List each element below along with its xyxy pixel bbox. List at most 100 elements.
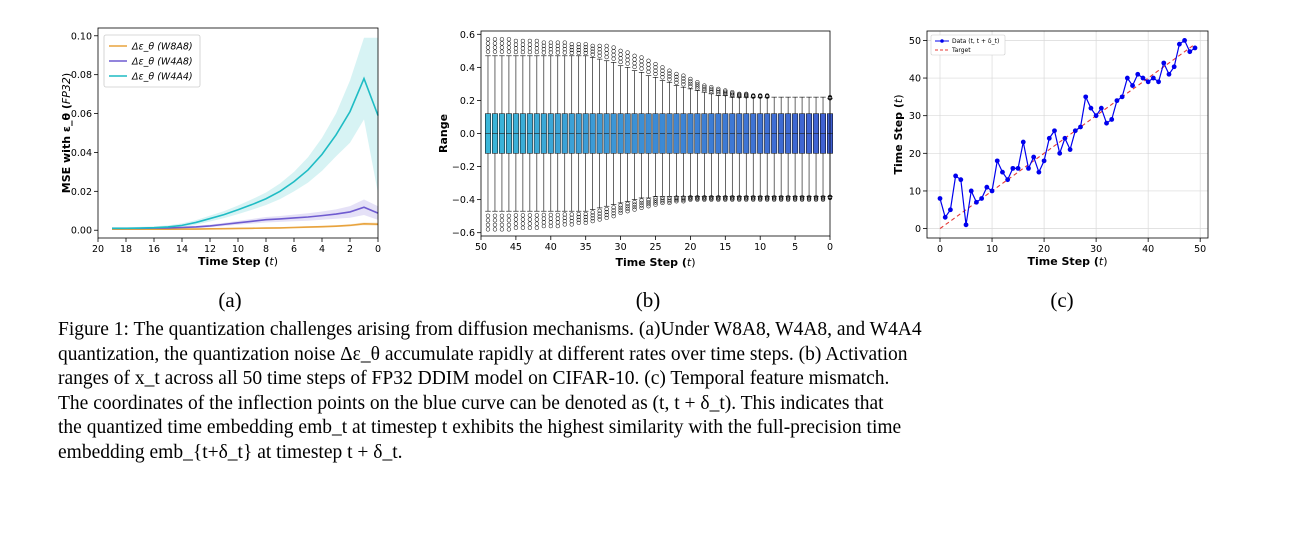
data-point [1109,117,1115,122]
outlier [492,49,498,54]
outlier [492,41,498,46]
outlier [618,48,623,53]
outlier [639,59,644,64]
outlier [625,201,630,206]
outlier [548,40,553,45]
caption-line: embedding emb_{t+δ_t} at timestep t + δ_… [58,441,403,463]
outlier [562,218,567,224]
data-point [979,196,985,201]
data-point [1041,158,1047,164]
y-tick-label: 0.08 [71,70,92,81]
data-point [1067,147,1073,152]
data-point [948,207,953,213]
outlier [625,61,630,66]
outlier [674,199,679,204]
outlier [667,197,672,202]
y-tick-label: 0.02 [71,187,92,198]
outlier [604,43,609,49]
outlier [709,86,714,92]
data-point [963,222,969,228]
outlier [625,204,630,209]
outlier [667,68,672,73]
x-tick-label: 45 [510,242,522,253]
outlier [597,211,602,216]
outlier [639,66,644,71]
outlier [583,50,588,56]
data-point [1156,79,1161,85]
outlier [569,212,574,217]
outlier [646,197,651,203]
caption-line: The coordinates of the inflection points… [58,392,884,414]
outlier [806,197,812,202]
outlier [520,225,526,230]
outlier [674,80,679,85]
outlier [660,71,665,77]
data-point [968,188,974,194]
outlier [744,197,749,202]
x-tick-label: 4 [319,244,325,255]
outlier [667,199,672,204]
outlier [702,83,707,88]
y-tick-label: −0.6 [452,228,475,239]
outlier [569,218,574,224]
x-tick-label: 10 [232,244,244,255]
x-tick-label: 0 [375,244,381,255]
data-point [994,158,1000,164]
outlier [541,43,546,49]
caption-line: ranges of x_t across all 50 time steps o… [58,368,890,389]
outlier [674,197,679,203]
outlier [506,49,512,54]
outlier [506,213,512,218]
outlier [485,218,491,223]
outlier [625,206,630,211]
outlier [499,218,505,223]
outlier [723,89,728,94]
outlier [639,198,644,203]
outlier [555,50,560,55]
outlier [716,91,721,96]
outlier [534,221,539,226]
outlier [820,197,826,202]
outlier [702,86,707,92]
outlier [562,47,567,52]
outlier [604,54,609,60]
data-point [1192,45,1198,51]
y-tick-label: −0.2 [452,162,475,173]
data-point [1031,154,1037,160]
x-tick-label: 20 [92,244,104,255]
outlier [723,197,728,202]
x-tick-label: 20 [684,242,696,253]
legend-box [103,34,201,88]
outlier [639,62,644,68]
outlier [513,42,519,47]
outlier [604,215,609,220]
outlier [660,65,665,70]
data-point [1114,98,1120,104]
outlier [590,218,595,224]
outlier [723,90,728,96]
outlier [674,196,679,201]
outlier [618,210,623,216]
data-point [1187,49,1193,55]
outlier [597,53,602,58]
data-point [1000,169,1005,175]
outlier [730,90,735,95]
data-point [1135,71,1141,77]
y-tick-label: 0.10 [71,31,92,42]
outlier [730,92,735,97]
outlier [778,197,784,202]
outlier [632,57,637,62]
outlier [597,214,602,219]
outlier [513,217,519,222]
y-tick-label: −0.4 [452,195,475,206]
data-point [1057,150,1063,156]
outlier [590,213,595,218]
outlier [555,212,560,218]
outlier [569,215,574,220]
outlier [548,223,553,229]
outlier [618,52,623,57]
outlier [520,221,526,226]
outlier [569,50,574,56]
outlier [583,42,588,47]
